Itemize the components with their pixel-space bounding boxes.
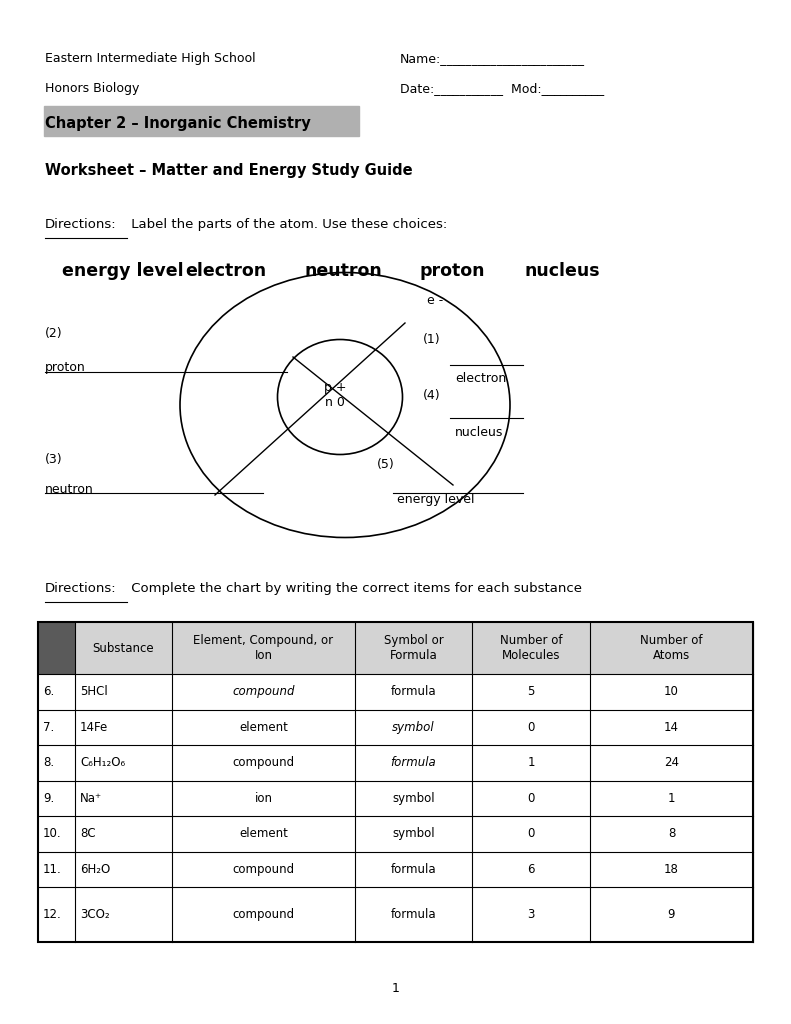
Text: compound: compound <box>233 685 295 698</box>
Text: e -: e - <box>427 294 443 306</box>
Text: symbol: symbol <box>392 792 435 805</box>
Text: proton: proton <box>45 360 85 374</box>
Text: 1: 1 <box>392 982 399 995</box>
Text: Number of
Atoms: Number of Atoms <box>640 634 702 662</box>
Bar <box>38 622 75 674</box>
Text: 8: 8 <box>668 827 676 841</box>
Text: ion: ion <box>255 792 273 805</box>
Text: proton: proton <box>420 262 486 280</box>
Text: 10.: 10. <box>43 827 62 841</box>
Text: compound: compound <box>233 908 294 921</box>
Bar <box>38 622 753 942</box>
Text: Name:_______________________: Name:_______________________ <box>400 52 585 65</box>
Text: formula: formula <box>391 757 437 769</box>
Text: 9: 9 <box>668 908 676 921</box>
Text: element: element <box>239 721 288 734</box>
Text: 0: 0 <box>528 827 535 841</box>
Text: element: element <box>239 827 288 841</box>
Text: Element, Compound, or
Ion: Element, Compound, or Ion <box>194 634 334 662</box>
Text: p +
n 0: p + n 0 <box>324 381 346 409</box>
Text: 8.: 8. <box>43 757 54 769</box>
Text: Honors Biology: Honors Biology <box>45 82 139 95</box>
Text: neutron: neutron <box>45 483 94 497</box>
Text: 3: 3 <box>528 908 535 921</box>
Bar <box>38 622 753 674</box>
Text: nucleus: nucleus <box>455 426 503 438</box>
Text: symbol: symbol <box>392 721 435 734</box>
Text: Na⁺: Na⁺ <box>80 792 102 805</box>
Text: Chapter 2 – Inorganic Chemistry: Chapter 2 – Inorganic Chemistry <box>45 116 311 131</box>
Text: Directions:: Directions: <box>45 582 116 595</box>
Text: Worksheet – Matter and Energy Study Guide: Worksheet – Matter and Energy Study Guid… <box>45 163 413 178</box>
Text: (3): (3) <box>45 454 62 467</box>
Text: 6H₂O: 6H₂O <box>80 863 110 876</box>
Bar <box>44 106 359 136</box>
Text: electron: electron <box>185 262 266 280</box>
Text: Label the parts of the atom. Use these choices:: Label the parts of the atom. Use these c… <box>127 218 447 231</box>
Text: 11.: 11. <box>43 863 62 876</box>
Text: neutron: neutron <box>305 262 383 280</box>
Text: 1: 1 <box>668 792 676 805</box>
Text: electron: electron <box>455 373 506 385</box>
Text: 14Fe: 14Fe <box>80 721 108 734</box>
Text: energy level: energy level <box>397 493 475 506</box>
Text: compound: compound <box>233 757 294 769</box>
Text: compound: compound <box>233 863 294 876</box>
Text: Number of
Molecules: Number of Molecules <box>500 634 562 662</box>
Text: 10: 10 <box>664 685 679 698</box>
Text: energy level: energy level <box>62 262 184 280</box>
Text: 9.: 9. <box>43 792 55 805</box>
Text: 6: 6 <box>528 863 535 876</box>
Text: 18: 18 <box>664 863 679 876</box>
Text: 0: 0 <box>528 792 535 805</box>
Text: 14: 14 <box>664 721 679 734</box>
Text: formula: formula <box>391 685 437 698</box>
Text: C₆H₁₂O₆: C₆H₁₂O₆ <box>80 757 125 769</box>
Text: Symbol or
Formula: Symbol or Formula <box>384 634 444 662</box>
Text: 12.: 12. <box>43 908 62 921</box>
Text: formula: formula <box>391 908 437 921</box>
Text: nucleus: nucleus <box>525 262 600 280</box>
Text: (5): (5) <box>377 459 395 471</box>
Text: 5: 5 <box>528 685 535 698</box>
Text: (2): (2) <box>45 327 62 340</box>
Text: formula: formula <box>391 863 437 876</box>
Text: symbol: symbol <box>392 827 435 841</box>
Text: (4): (4) <box>423 388 441 401</box>
Text: 3CO₂: 3CO₂ <box>80 908 110 921</box>
Text: Date:___________  Mod:__________: Date:___________ Mod:__________ <box>400 82 604 95</box>
Text: Directions:: Directions: <box>45 218 116 231</box>
Text: (1): (1) <box>423 334 441 346</box>
Text: 8C: 8C <box>80 827 96 841</box>
Text: 0: 0 <box>528 721 535 734</box>
Text: Eastern Intermediate High School: Eastern Intermediate High School <box>45 52 255 65</box>
Text: 5HCl: 5HCl <box>80 685 108 698</box>
Text: 6.: 6. <box>43 685 55 698</box>
Text: Complete the chart by writing the correct items for each substance: Complete the chart by writing the correc… <box>127 582 582 595</box>
Text: 7.: 7. <box>43 721 55 734</box>
Text: Substance: Substance <box>93 641 154 654</box>
Text: 24: 24 <box>664 757 679 769</box>
Text: 1: 1 <box>528 757 535 769</box>
